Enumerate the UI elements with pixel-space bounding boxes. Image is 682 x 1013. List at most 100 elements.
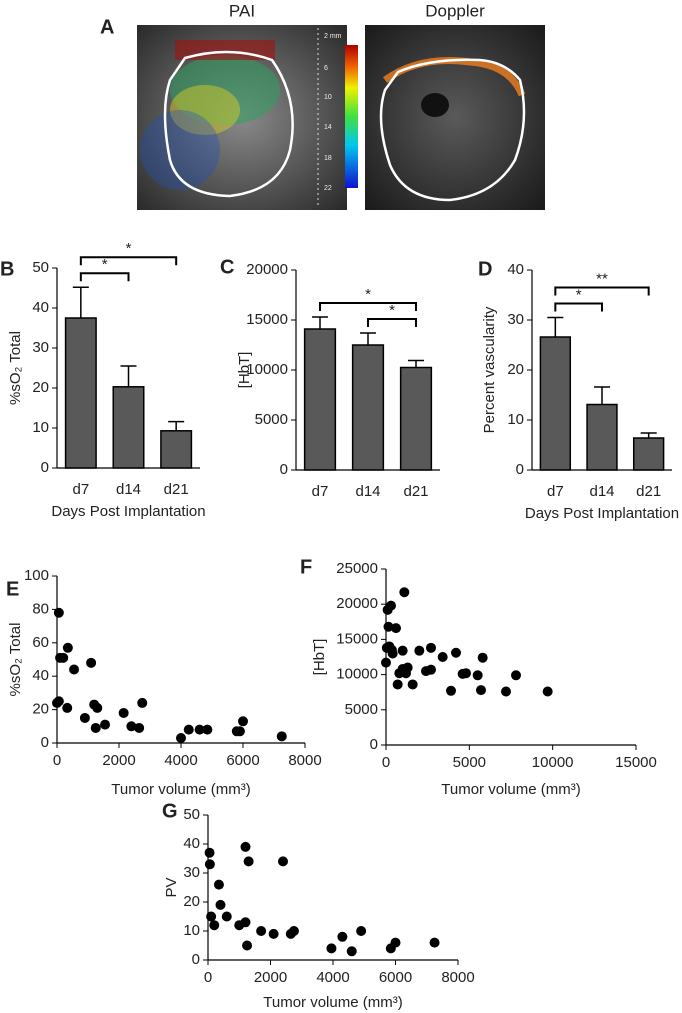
- y-tick-label: 40: [32, 299, 49, 316]
- point: [511, 670, 521, 681]
- doppler-image: [365, 25, 545, 210]
- image-title: Doppler: [425, 1, 485, 20]
- y-tick-label: 0: [370, 736, 378, 753]
- point: [386, 600, 396, 611]
- y-tick-label: 50: [32, 259, 49, 276]
- bar: [539, 336, 572, 471]
- panel-label: D: [478, 258, 492, 280]
- y-tick-label: 10000: [336, 666, 378, 683]
- significance-bracket: [79, 256, 178, 266]
- point: [137, 697, 148, 708]
- point: [100, 719, 111, 730]
- point: [126, 721, 137, 732]
- y-tick-label: 0: [516, 461, 524, 478]
- scale-label: 10: [324, 94, 332, 101]
- point: [215, 899, 226, 910]
- x-axis-label: Tumor volume (mm³): [441, 781, 580, 798]
- x-tick-label: d7: [547, 483, 564, 500]
- panel-label: C: [220, 256, 234, 278]
- necrotic-core: [421, 93, 449, 117]
- point: [242, 940, 253, 951]
- y-tick-label: 20: [507, 361, 524, 378]
- point: [399, 587, 410, 598]
- x-tick-label: d21: [403, 483, 428, 500]
- point: [381, 657, 391, 668]
- y-tick-label: 0: [280, 461, 288, 478]
- significance-bracket: [554, 286, 650, 296]
- point: [390, 937, 401, 948]
- panel-label: A: [100, 16, 114, 38]
- x-axis-label: Days Post Implantation: [525, 505, 679, 522]
- point: [472, 670, 483, 681]
- y-axis-label: [HbT]: [311, 639, 328, 676]
- y-tick-label: 20000: [336, 595, 378, 612]
- y-tick-label: 30: [32, 339, 49, 356]
- point: [414, 645, 425, 656]
- pai-signal: [170, 85, 240, 135]
- x-tick-label: d14: [116, 481, 141, 498]
- y-axis-label: %sO₂ Total: [7, 623, 24, 697]
- point: [451, 647, 461, 658]
- point: [206, 911, 217, 922]
- tumor-contour: [163, 50, 294, 198]
- point: [337, 931, 348, 942]
- x-tick-label: d14: [355, 483, 380, 500]
- point: [461, 668, 471, 679]
- x-tick-label: d14: [589, 483, 614, 500]
- y-tick-label: 10000: [246, 361, 288, 378]
- y-tick-label: 20: [183, 893, 200, 910]
- y-axis-label: PV: [163, 877, 180, 897]
- pai-signal: [140, 110, 220, 190]
- x-tick-label: 0: [204, 969, 212, 986]
- scale-label: 22: [324, 185, 332, 192]
- significance-bracket: [367, 318, 417, 327]
- point: [90, 722, 101, 733]
- significance-label: *: [576, 286, 582, 303]
- y-tick-label: 10: [32, 419, 49, 436]
- point: [202, 724, 213, 735]
- point: [501, 686, 511, 697]
- x-tick-label: 6000: [379, 969, 412, 986]
- point: [134, 722, 145, 733]
- y-tick-label: 40: [183, 835, 200, 852]
- significance-label: *: [102, 256, 108, 273]
- x-axis-label: Days Post Implantation: [51, 503, 205, 520]
- point: [194, 724, 205, 735]
- significance-label: *: [126, 240, 132, 257]
- point: [69, 664, 80, 675]
- y-tick-label: 10: [507, 411, 524, 428]
- scale-label: 6: [324, 65, 328, 72]
- x-tick-label: 0: [382, 754, 390, 771]
- point: [288, 926, 299, 936]
- point: [58, 652, 69, 663]
- y-tick-label: 0: [192, 951, 200, 968]
- bar: [303, 328, 337, 471]
- y-tick-label: 30: [507, 311, 524, 328]
- x-tick-label: d21: [164, 481, 189, 498]
- x-tick-label: 10000: [532, 754, 574, 771]
- point: [209, 920, 220, 931]
- y-axis-label: Percent vascularity: [481, 306, 498, 433]
- point: [446, 685, 456, 696]
- panel-label: F: [300, 556, 312, 578]
- panel-a: A PAI Doppler: [100, 1, 545, 210]
- significance-label: *: [389, 302, 395, 319]
- x-tick-label: 2000: [254, 969, 287, 986]
- image-title: PAI: [229, 1, 255, 20]
- y-tick-label: 10: [183, 922, 200, 939]
- point: [476, 685, 486, 696]
- point: [92, 702, 103, 713]
- y-tick-label: 25000: [336, 560, 378, 577]
- point: [204, 847, 215, 858]
- point: [62, 702, 73, 713]
- x-tick-label: d21: [636, 483, 661, 500]
- x-axis-label: Tumor volume (mm³): [263, 994, 402, 1011]
- panel-label: G: [162, 800, 178, 822]
- point: [86, 657, 97, 668]
- point: [402, 662, 413, 673]
- bar: [64, 317, 97, 469]
- y-axis-label: %sO₂ Total: [7, 331, 24, 405]
- y-tick-label: 50: [183, 806, 200, 823]
- panel-label: B: [0, 258, 14, 280]
